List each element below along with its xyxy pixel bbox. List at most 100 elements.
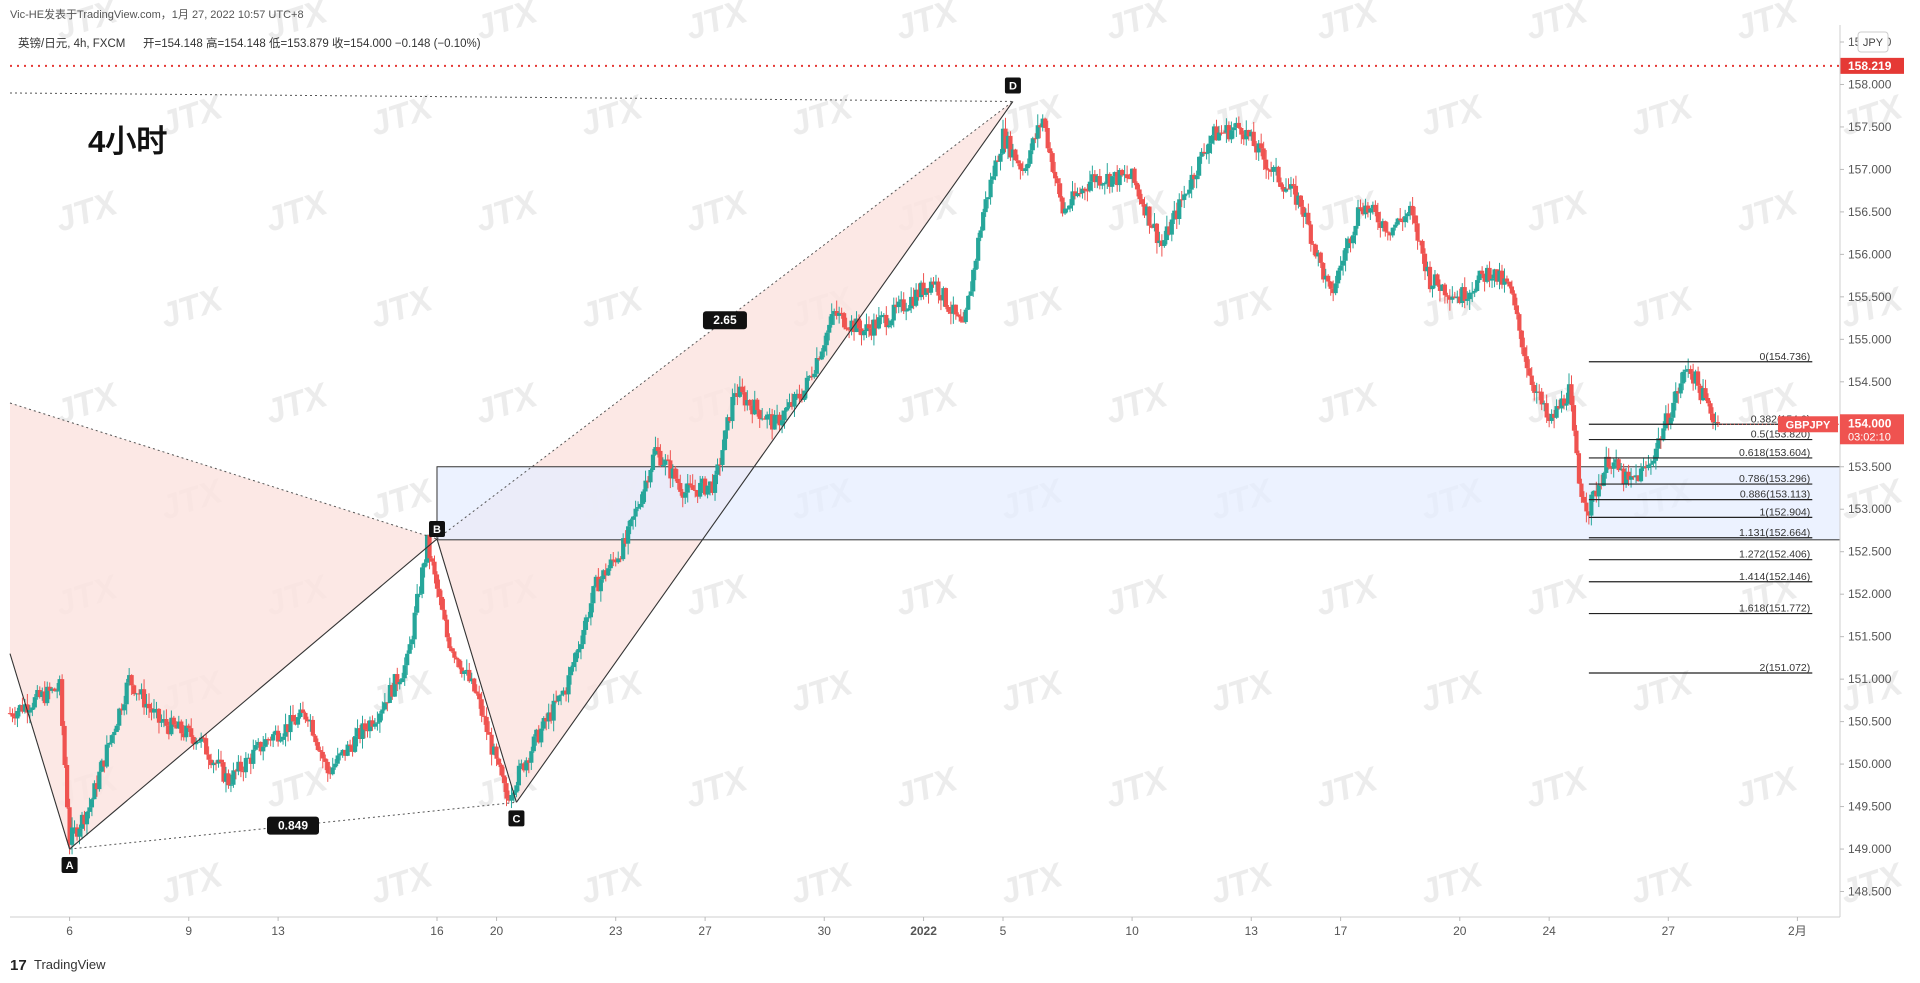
watermark: JTX xyxy=(576,855,649,911)
watermark: JTX xyxy=(156,855,229,911)
time-tick-label[interactable]: 16 xyxy=(430,924,444,938)
last-price-value[interactable]: 154.000 xyxy=(1848,416,1892,430)
candle-body xyxy=(777,414,782,426)
candle-body xyxy=(1385,231,1390,233)
candle-body xyxy=(1512,293,1517,306)
candle-body xyxy=(350,745,355,752)
price-tick-label[interactable]: 152.000 xyxy=(1848,587,1892,601)
price-tick-label[interactable]: 157.500 xyxy=(1848,120,1892,134)
candle-body xyxy=(1559,398,1564,409)
candle-body xyxy=(727,417,733,422)
watermark: JTX xyxy=(366,855,439,911)
candle-body xyxy=(1430,285,1435,290)
time-tick-label[interactable]: 6 xyxy=(66,924,73,938)
candle-body xyxy=(246,757,251,759)
currency-badge-box[interactable] xyxy=(1857,31,1889,53)
watermark: JTX xyxy=(1521,183,1594,239)
price-tick-label[interactable]: 150.500 xyxy=(1848,715,1892,729)
candle-body xyxy=(300,709,306,713)
candle-body xyxy=(496,758,502,765)
fib-level-label: 1(152.904) xyxy=(1759,506,1810,518)
candle-body xyxy=(104,744,109,767)
candle-body xyxy=(1003,128,1008,149)
price-tick-label[interactable]: 151.500 xyxy=(1848,630,1892,644)
candle-body xyxy=(874,319,879,329)
currency-badge[interactable]: JPY xyxy=(1863,37,1884,49)
candle-body xyxy=(94,783,99,790)
price-tick-label[interactable]: 150.000 xyxy=(1848,757,1892,771)
candle-body xyxy=(1010,149,1016,158)
leg-ab[interactable] xyxy=(69,538,438,850)
diag-xd[interactable] xyxy=(9,92,1013,102)
candle-body xyxy=(1594,490,1599,497)
leg-bc[interactable] xyxy=(436,538,517,803)
time-tick-label[interactable]: 10 xyxy=(1125,924,1139,938)
time-tick-label[interactable]: 30 xyxy=(818,924,832,938)
candle-body xyxy=(169,717,174,735)
price-tick-label[interactable]: 149.500 xyxy=(1848,800,1892,814)
candle-body xyxy=(1584,502,1589,512)
candle-body xyxy=(536,729,541,743)
watermark: JTX xyxy=(681,567,754,623)
leg-cd[interactable] xyxy=(515,101,1014,803)
candle-body xyxy=(1666,413,1671,425)
price-tick-label[interactable]: 157.000 xyxy=(1848,162,1892,176)
time-tick-label[interactable]: 5 xyxy=(1000,924,1007,938)
candle-body xyxy=(92,783,97,800)
candle-body xyxy=(1586,511,1591,516)
candle-body xyxy=(712,474,718,493)
leg-xa[interactable] xyxy=(9,653,71,850)
time-tick-label[interactable]: 27 xyxy=(698,924,712,938)
watermark: JTX xyxy=(1836,471,1909,527)
time-tick-label[interactable]: 2月 xyxy=(1788,924,1807,938)
time-tick-label[interactable]: 24 xyxy=(1542,924,1556,938)
price-tick-label[interactable]: 151.000 xyxy=(1848,672,1892,686)
time-tick-label[interactable]: 13 xyxy=(1245,924,1259,938)
price-tick-label[interactable]: 155.000 xyxy=(1848,332,1892,346)
candle-body xyxy=(531,736,536,752)
candle-body xyxy=(74,827,80,837)
candle-body xyxy=(596,576,601,592)
price-tick-label[interactable]: 158.000 xyxy=(1848,77,1892,91)
price-tick-label[interactable]: 152.500 xyxy=(1848,545,1892,559)
time-tick-label[interactable]: 20 xyxy=(1453,924,1467,938)
candle-body xyxy=(1355,207,1361,226)
time-tick-label[interactable]: 2022 xyxy=(910,924,937,938)
time-tick-label[interactable]: 17 xyxy=(1334,924,1348,938)
time-tick-label[interactable]: 27 xyxy=(1662,924,1676,938)
candle-body xyxy=(484,716,489,733)
price-tick-label[interactable]: 154.500 xyxy=(1848,375,1892,389)
time-tick-label[interactable]: 13 xyxy=(271,924,285,938)
pattern-point-c: C xyxy=(512,813,520,825)
time-tick-label[interactable]: 20 xyxy=(490,924,504,938)
candle-body xyxy=(541,717,546,729)
time-tick-label[interactable]: 9 xyxy=(185,924,192,938)
axes[interactable]: 158.500158.000157.500157.000156.500156.0… xyxy=(10,25,1904,938)
candle-body xyxy=(206,754,211,760)
horizontal-price-line[interactable]: 158.219 xyxy=(10,57,1904,74)
symbol-line[interactable]: 英镑/日元, 4h, FXCM xyxy=(18,36,125,50)
candle-body xyxy=(253,745,258,750)
candle-body xyxy=(228,784,234,786)
price-tick-label[interactable]: 156.500 xyxy=(1848,205,1892,219)
candle-body xyxy=(330,767,335,775)
watermark: JTX xyxy=(1311,759,1384,815)
candle-body xyxy=(1596,484,1601,497)
price-tick-label[interactable]: 153.000 xyxy=(1848,502,1892,516)
candle-body xyxy=(243,757,248,773)
price-tick-label[interactable]: 156.000 xyxy=(1848,247,1892,261)
candle-body xyxy=(213,762,219,764)
last-price-badge-box[interactable] xyxy=(1840,414,1904,445)
candle-body xyxy=(1182,194,1187,200)
candle-body xyxy=(561,690,566,695)
price-tick-label[interactable]: 155.500 xyxy=(1848,290,1892,304)
fib-extension-tool[interactable]: 0(154.736)0.382(154.0)0.5(153.820)0.618(… xyxy=(1588,351,1813,674)
candle-body xyxy=(1018,163,1023,170)
time-tick-label[interactable]: 23 xyxy=(609,924,623,938)
price-tick-label[interactable]: 149.000 xyxy=(1848,842,1892,856)
candle-body xyxy=(1383,221,1388,232)
candle-body xyxy=(340,749,345,754)
price-tick-label[interactable]: 153.500 xyxy=(1848,460,1892,474)
price-tick-label[interactable]: 148.500 xyxy=(1848,885,1892,899)
